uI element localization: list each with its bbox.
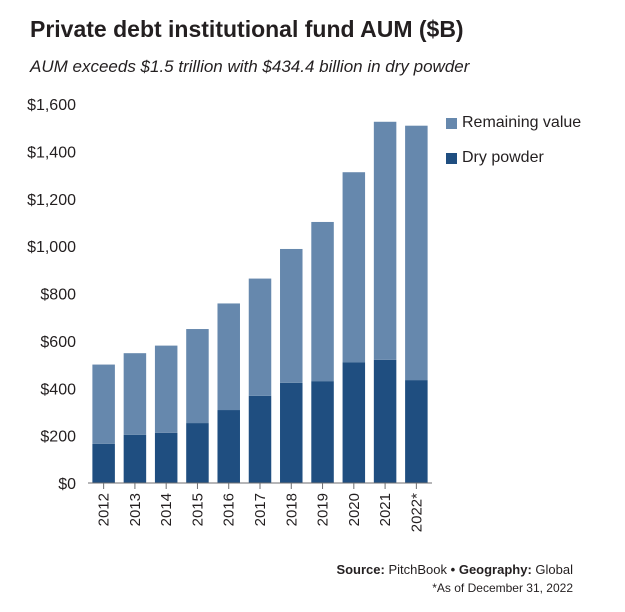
bar-remaining-value bbox=[311, 221, 334, 382]
y-tick-label: $0 bbox=[58, 476, 76, 493]
y-tick-label: $1,600 bbox=[27, 97, 76, 114]
x-tick-label: 2018 bbox=[283, 493, 300, 526]
legend-item-dry-powder: Dry powder bbox=[446, 148, 581, 168]
chart-footer: Source: PitchBook • Geography: Global *A… bbox=[336, 560, 573, 598]
y-tick-label: $200 bbox=[40, 429, 76, 446]
x-tick-label: 2015 bbox=[189, 493, 206, 526]
x-tick-label: 2022* bbox=[408, 493, 425, 532]
chart-subtitle: AUM exceeds $1.5 trillion with $434.4 bi… bbox=[30, 57, 470, 76]
legend: Remaining value Dry powder bbox=[446, 113, 581, 183]
bar-remaining-value bbox=[123, 353, 147, 435]
source-label: Source: bbox=[336, 562, 385, 577]
geography-label: Geography: bbox=[458, 562, 532, 577]
bar-remaining-value bbox=[405, 125, 428, 381]
bar-dry-powder bbox=[154, 432, 178, 483]
separator: • bbox=[450, 562, 456, 577]
bar-dry-powder bbox=[405, 380, 428, 483]
legend-label-remaining-value: Remaining value bbox=[462, 114, 582, 131]
x-tick-label: 2017 bbox=[252, 493, 269, 526]
bar-remaining-value bbox=[217, 303, 240, 411]
chart-title: Private debt institutional fund AUM ($B) bbox=[30, 16, 464, 42]
bar-dry-powder bbox=[92, 443, 115, 483]
bar-remaining-value bbox=[154, 345, 178, 433]
bar-remaining-value bbox=[186, 329, 209, 424]
x-tick-label: 2013 bbox=[127, 493, 144, 526]
bar-dry-powder bbox=[217, 410, 240, 483]
y-tick-label: $600 bbox=[40, 334, 76, 351]
bar-remaining-value bbox=[342, 172, 366, 363]
bar-dry-powder bbox=[311, 381, 334, 483]
y-tick-label: $1,000 bbox=[27, 239, 76, 256]
bar-remaining-value bbox=[92, 364, 115, 444]
footnote: *As of December 31, 2022 bbox=[432, 581, 573, 595]
y-tick-label: $1,200 bbox=[27, 192, 76, 209]
x-tick-label: 2019 bbox=[315, 493, 332, 526]
bar-dry-powder bbox=[373, 359, 397, 483]
source-line: Source: PitchBook • Geography: Global bbox=[336, 560, 573, 579]
bar-remaining-value bbox=[248, 278, 272, 396]
legend-label-dry-powder: Dry powder bbox=[462, 149, 544, 166]
y-tick-label: $800 bbox=[40, 287, 76, 304]
bar-dry-powder bbox=[280, 382, 303, 483]
bar-dry-powder bbox=[342, 362, 366, 483]
geography-value: Global bbox=[535, 562, 573, 577]
legend-swatch-remaining-value bbox=[446, 117, 457, 129]
bar-dry-powder bbox=[248, 395, 272, 483]
y-tick-label: $400 bbox=[40, 381, 76, 398]
y-tick-label: $1,400 bbox=[27, 144, 76, 161]
source-value: PitchBook bbox=[388, 562, 448, 577]
x-tick-label: 2012 bbox=[96, 493, 113, 526]
bar-remaining-value bbox=[280, 248, 303, 383]
legend-item-remaining-value: Remaining value bbox=[446, 113, 581, 133]
bar-remaining-value bbox=[373, 121, 397, 360]
bar-dry-powder bbox=[186, 423, 209, 483]
x-tick-label: 2020 bbox=[346, 493, 363, 526]
legend-swatch-dry-powder bbox=[446, 152, 457, 164]
bar-dry-powder bbox=[123, 434, 147, 483]
x-tick-label: 2014 bbox=[158, 493, 175, 526]
x-tick-label: 2021 bbox=[377, 493, 394, 526]
x-tick-label: 2016 bbox=[221, 493, 238, 526]
